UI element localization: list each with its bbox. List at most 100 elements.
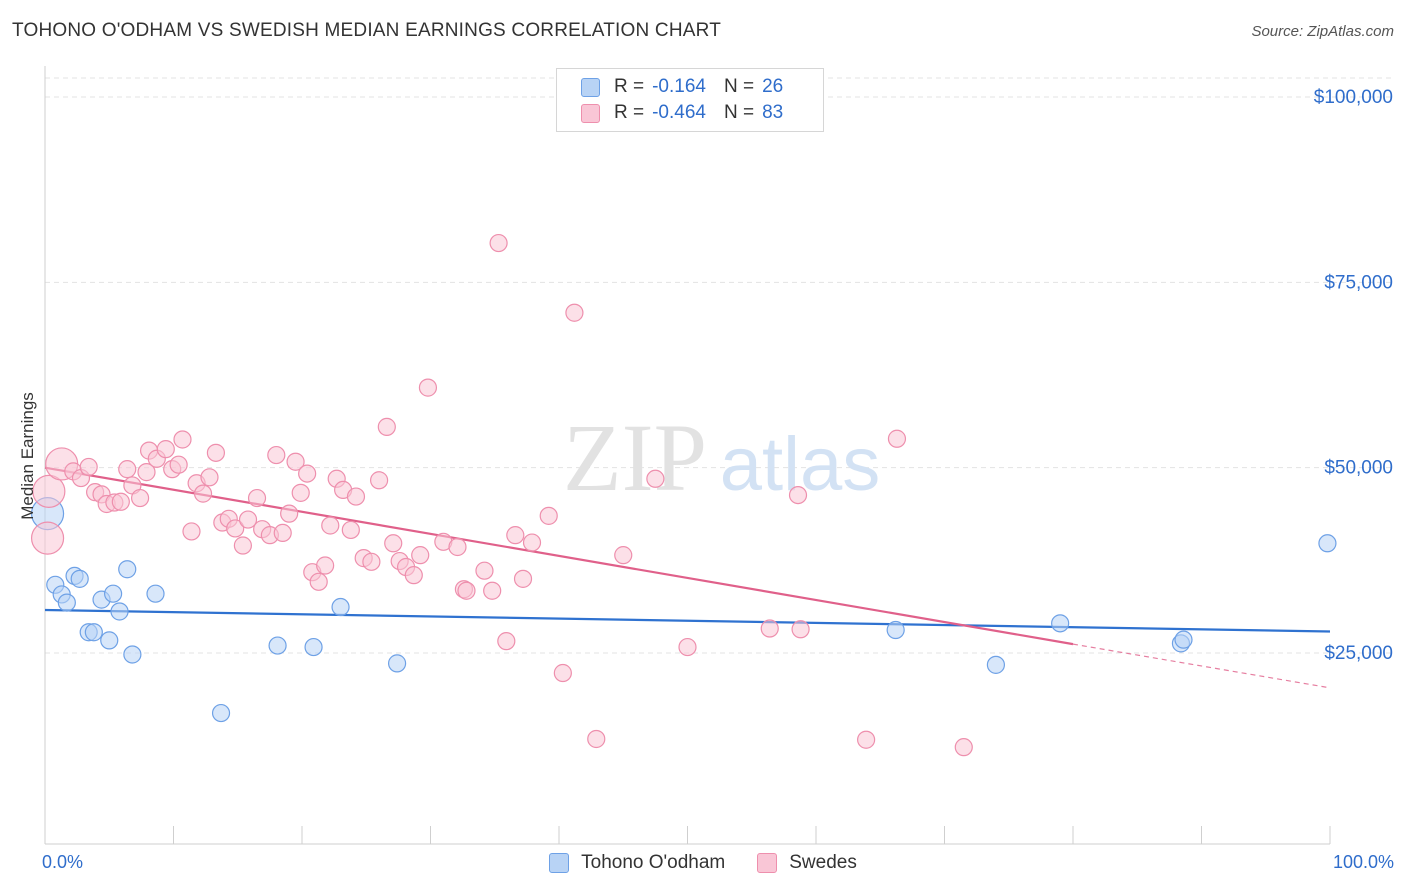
point-swedes <box>483 581 502 600</box>
legend-n-label: N = <box>723 76 755 97</box>
point-swedes <box>411 546 430 565</box>
legend-n-value: 26 <box>762 76 784 97</box>
point-tohono <box>104 584 123 603</box>
point-swedes <box>309 572 328 591</box>
y-tick-label: $100,000 <box>1314 87 1393 108</box>
series-swatch-tohono <box>549 853 570 873</box>
point-swedes <box>316 556 335 575</box>
point-swedes <box>193 484 213 503</box>
point-tohono <box>146 584 165 603</box>
stats-legend: R = -0.164 N = 26 R = -0.464 N = 83 <box>556 68 824 132</box>
point-tohono <box>1051 614 1070 633</box>
point-tohono <box>268 636 287 655</box>
point-swedes <box>646 469 665 488</box>
point-tohono <box>110 602 129 621</box>
watermark-zip: ZIP <box>563 404 707 511</box>
point-swedes <box>273 523 292 543</box>
point-tohono <box>211 703 231 723</box>
point-tohono <box>331 597 350 617</box>
legend-r-value: -0.164 <box>652 76 706 97</box>
point-swedes <box>298 464 317 483</box>
point-swedes <box>513 569 533 588</box>
series-legend-item-tohono[interactable]: Tohono O'odham <box>549 852 725 874</box>
point-swedes <box>346 487 366 506</box>
point-swedes <box>475 561 494 580</box>
y-tick-label: $50,000 <box>1324 458 1393 479</box>
trend-line <box>44 608 1331 633</box>
point-tohono <box>100 631 119 650</box>
point-swedes <box>173 430 192 449</box>
gridlines <box>45 77 1395 654</box>
watermark: ZIP atlas <box>563 404 880 511</box>
point-swedes <box>286 452 305 471</box>
point-swedes <box>457 581 476 600</box>
point-tohono <box>70 569 89 588</box>
point-tohono <box>1318 534 1337 553</box>
point-swedes <box>678 637 697 657</box>
legend-r-value: -0.464 <box>652 102 706 123</box>
point-swedes <box>522 533 542 552</box>
legend-r-label: R = <box>614 76 645 97</box>
point-swedes <box>788 485 808 505</box>
point-swedes <box>238 510 258 529</box>
legend-n-label: N = <box>723 102 755 123</box>
legend-row-swedes: R = -0.464 N = 83 <box>581 100 783 126</box>
point-tohono <box>1174 630 1193 649</box>
point-tohono <box>123 645 142 664</box>
legend-swatch-swedes <box>581 103 600 123</box>
series-legend-item-swedes[interactable]: Swedes <box>757 852 857 874</box>
point-swedes <box>614 546 633 565</box>
point-swedes <box>137 463 156 482</box>
chart-title: TOHONO O'ODHAM VS SWEDISH MEDIAN EARNING… <box>12 20 722 41</box>
point-swedes <box>226 519 245 538</box>
point-tohono <box>118 560 137 579</box>
point-swedes <box>182 522 201 541</box>
series-label-tohono: Tohono O'odham <box>581 852 726 873</box>
y-tick-labels: $25,000 $50,000 $75,000 $100,000 <box>1314 87 1393 664</box>
point-swedes <box>587 729 606 749</box>
point-swedes <box>267 445 286 465</box>
axes <box>44 66 1331 845</box>
point-swedes <box>497 632 516 651</box>
point-swedes <box>280 504 299 523</box>
trend-line-extension <box>1072 643 1331 689</box>
x-tick-label-min: 0.0% <box>42 852 84 872</box>
point-swedes <box>291 483 310 502</box>
point-swedes <box>341 520 360 540</box>
point-swedes <box>156 440 175 459</box>
legend-r-label: R = <box>614 102 645 123</box>
source-note: Source: ZipAtlas.com <box>1251 23 1394 40</box>
point-swedes <box>760 619 779 638</box>
series-label-swedes: Swedes <box>789 852 857 873</box>
point-swedes <box>377 417 396 436</box>
point-swedes <box>206 443 226 462</box>
point-swedes <box>169 455 188 474</box>
point-swedes <box>233 536 252 555</box>
point-swedes <box>489 233 508 253</box>
point-swedes <box>539 506 558 525</box>
point-tohono <box>886 620 905 640</box>
point-swedes <box>30 521 65 555</box>
point-swedes <box>887 429 907 448</box>
trend-lines <box>44 466 1331 689</box>
point-swedes <box>321 516 340 535</box>
point-swedes <box>111 492 130 511</box>
x-tick-label-max: 100.0% <box>1332 852 1394 872</box>
y-axis-label: Median Earnings <box>18 392 37 520</box>
series-legend: Tohono O'odham Swedes <box>0 852 1406 874</box>
legend-row-tohono: R = -0.164 N = 26 <box>581 74 783 100</box>
point-swedes <box>404 566 423 585</box>
point-tohono <box>387 654 407 673</box>
point-swedes <box>130 488 150 508</box>
legend-swatch-tohono <box>581 77 600 97</box>
point-tohono <box>304 637 323 657</box>
y-tick-label: $25,000 <box>1324 643 1393 664</box>
point-swedes <box>506 526 525 545</box>
point-swedes <box>247 488 267 508</box>
point-swedes <box>857 730 876 749</box>
point-swedes <box>118 460 137 479</box>
trend-line <box>44 466 1074 646</box>
series-swatch-swedes <box>757 853 778 873</box>
point-tohono <box>84 623 103 642</box>
